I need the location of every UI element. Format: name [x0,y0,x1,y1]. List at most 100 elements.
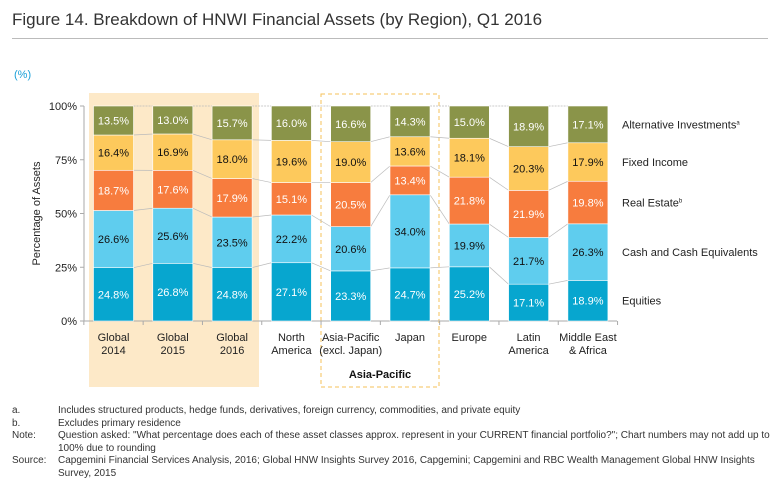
connector-line [370,194,391,227]
data-label: 16.9% [157,147,188,159]
data-label: 23.5% [216,237,247,249]
data-label: 13.0% [157,115,188,127]
connector-line [429,266,450,269]
data-label: 17.1% [513,298,544,310]
connector-line [133,133,153,136]
bar-segment [271,105,312,141]
footnote-key: Note: [12,430,36,441]
bar-segment [567,280,609,322]
connector-line [311,140,331,143]
data-label: 16.4% [98,148,129,160]
bar-segment [330,226,372,272]
y-axis-label: Percentage of Assets [31,161,43,265]
data-label: 18.1% [454,153,485,165]
connector-line [489,266,509,285]
bar-segment [93,134,134,171]
data-label: 13.5% [98,116,129,128]
data-label: 19.8% [572,198,603,210]
data-label: 13.4% [394,175,425,187]
footnote: b. Excludes primary residence [12,418,772,431]
connector-line [429,136,450,139]
data-label: 24.8% [216,289,247,301]
data-label: 18.7% [98,185,129,197]
connector-line [192,133,213,141]
bar-segment [93,210,134,268]
footnote-text: Excludes primary residence [58,417,181,429]
y-tick-label: 75% [55,155,77,167]
category-label: Global [98,332,130,344]
bar-segment [330,141,372,183]
legend-label: Alternative Investmentsa [622,119,740,131]
bar-segment [448,266,490,322]
connector-line [252,178,272,183]
figure-title: Figure 14. Breakdown of HNWI Financial A… [12,10,543,29]
category-label: America [271,345,312,357]
bar-segment [508,283,549,322]
data-label: 25.6% [157,231,188,243]
data-label: 21.8% [454,196,485,208]
data-label: 27.1% [276,287,307,299]
y-tick-label: 100% [49,101,77,113]
bar-segment [448,105,490,139]
connector-line [429,194,450,225]
connector-line [252,214,272,218]
stacked-bar-chart: Asia-Pacific 0% 25% 50% 75% 100% Percentage of… [31,93,758,388]
category-label: Global [157,332,189,344]
title-divider [12,38,768,39]
data-label: 24.8% [98,289,129,301]
connector-line [311,262,331,272]
connector-line [548,223,569,238]
connector-line [548,180,569,191]
category-label: Japan [395,332,425,344]
connector-line [548,280,568,285]
category-label: 2014 [101,345,125,357]
y-tick-label: 50% [55,209,77,221]
bar-segment [211,216,253,268]
connector-line [252,262,272,268]
data-label: 26.8% [157,287,188,299]
bar-segment [211,178,253,218]
bar-segment [448,176,490,225]
data-label: 18.9% [513,121,544,133]
bar-segment [448,223,490,268]
bar-segment [389,105,431,138]
data-label: 23.3% [335,291,366,303]
data-label: 17.6% [157,184,188,196]
bar-segment [389,267,431,322]
data-label: 13.6% [394,146,425,158]
data-label: 16.0% [276,118,307,130]
bar-segment [389,194,431,269]
data-label: 17.1% [572,119,603,131]
category-label: & Africa [569,345,608,357]
connector-line [429,165,450,178]
category-label: 2016 [220,345,244,357]
bar-segment [567,105,609,144]
bar-segment [448,137,490,178]
data-label: 21.7% [513,256,544,268]
footnote-key: b. [12,417,21,429]
legend-label: Fixed Income [622,157,688,169]
category-label: (excl. Japan) [319,345,382,357]
data-label: 25.2% [454,289,485,301]
connector-line [192,170,213,179]
bar-segment [567,180,609,225]
footnote: Note: Question asked: "What percentage do… [12,430,772,455]
data-label: 17.9% [572,157,603,169]
data-label: 21.9% [513,209,544,221]
connector-line [370,136,391,143]
connector-line [133,262,153,269]
data-label: 19.0% [335,157,366,169]
bar-segment [93,105,134,136]
data-label: 20.5% [335,200,366,212]
y-tick-label: 25% [55,262,77,274]
bar-segment [567,142,609,182]
connector-line [489,176,509,191]
legend-label: Equities [622,296,662,308]
bar-segment [211,105,253,141]
data-label: 26.3% [572,247,603,259]
bar-segment [330,270,372,322]
bar-segment [211,267,253,322]
data-label: 26.6% [98,234,129,246]
footnote-text: Includes structured products, hedge fund… [58,405,521,416]
bar-segment [152,207,194,264]
